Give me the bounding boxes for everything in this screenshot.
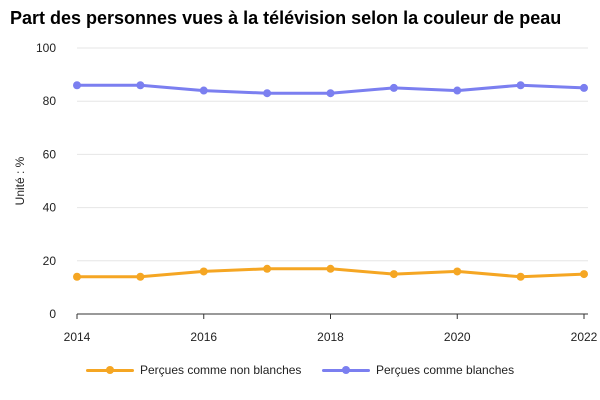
data-point[interactable] — [199, 86, 208, 95]
legend-label-non-white: Perçues comme non blanches — [140, 363, 302, 377]
chart-title: Part des personnes vues à la télévision … — [10, 8, 562, 28]
series-layer — [73, 81, 588, 281]
data-point[interactable] — [263, 89, 272, 98]
legend-swatch-non-white — [86, 362, 134, 378]
legend-item-non-white[interactable]: Perçues comme non blanches — [86, 362, 301, 378]
data-point[interactable] — [136, 81, 145, 90]
data-point[interactable] — [453, 267, 462, 276]
data-point[interactable] — [73, 81, 81, 90]
y-tick-label: 80 — [43, 94, 57, 108]
data-point[interactable] — [73, 272, 81, 281]
data-point[interactable] — [453, 86, 462, 95]
data-point[interactable] — [326, 264, 335, 273]
legend: Perçues comme non blanches Perçues comme… — [0, 362, 600, 382]
x-tick-label: 2016 — [190, 330, 217, 344]
legend-item-white[interactable]: Perçues comme blanches — [322, 362, 514, 378]
x-tick-label: 2022 — [571, 330, 598, 344]
data-point[interactable] — [326, 89, 335, 98]
x-tick-label: 2014 — [64, 330, 91, 344]
data-point[interactable] — [389, 270, 398, 279]
data-point[interactable] — [389, 83, 398, 92]
grid — [77, 47, 588, 262]
y-tick-label: 40 — [43, 201, 57, 215]
y-axis-label: Unité : % — [13, 156, 27, 205]
x-tick-label: 2020 — [444, 330, 471, 344]
data-point[interactable] — [580, 83, 588, 92]
x-tick-label: 2018 — [317, 330, 344, 344]
legend-label-white: Perçues comme blanches — [376, 363, 515, 377]
data-point[interactable] — [516, 81, 525, 90]
y-tick-label: 20 — [43, 254, 57, 268]
axes: 0 20 40 60 80 100 2014 2016 2018 2020 2022 Unité : … — [13, 41, 598, 344]
y-tick-label: 0 — [49, 307, 56, 321]
data-point[interactable] — [136, 272, 145, 281]
data-point[interactable] — [263, 264, 272, 273]
data-point[interactable] — [580, 270, 588, 279]
data-point[interactable] — [516, 272, 525, 281]
y-tick-label: 100 — [36, 41, 56, 55]
y-tick-label: 60 — [43, 147, 57, 161]
legend-swatch-white — [322, 362, 370, 378]
data-point[interactable] — [199, 267, 208, 276]
